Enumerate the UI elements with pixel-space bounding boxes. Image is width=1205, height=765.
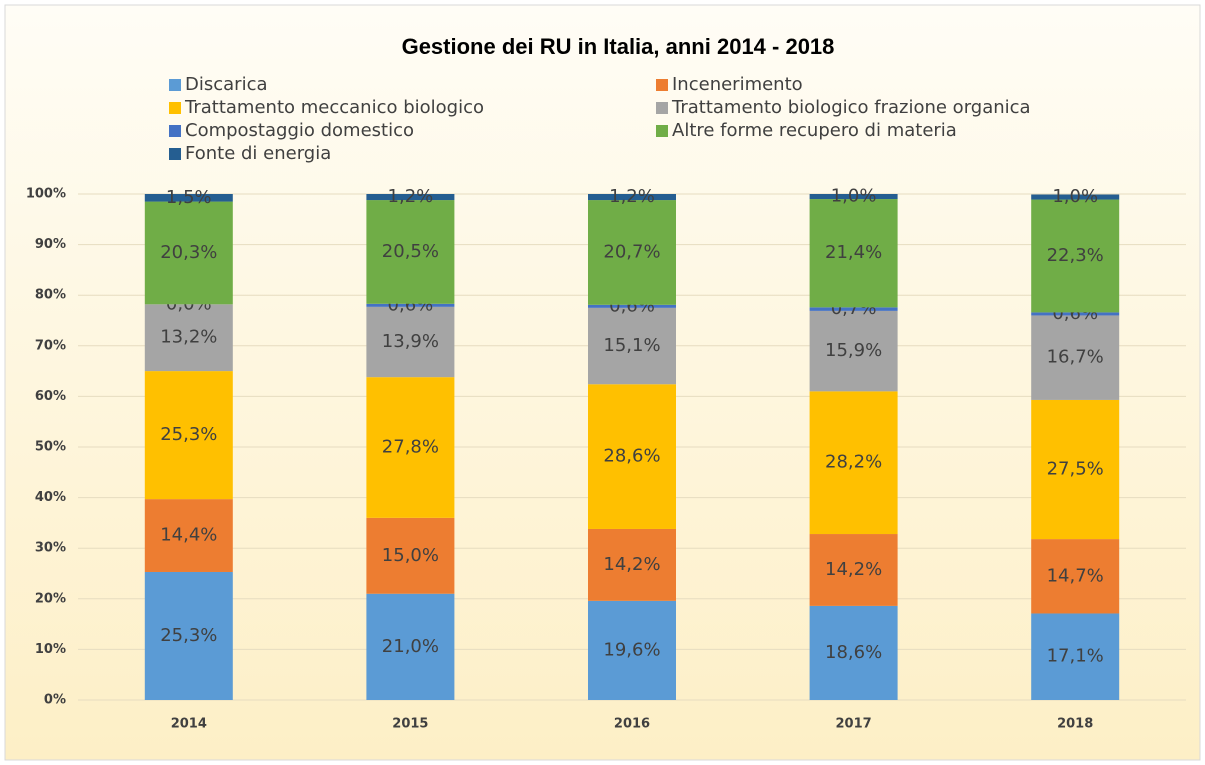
data-label: 25,3% <box>160 424 217 445</box>
bar-segment <box>1031 315 1120 400</box>
bar-segment <box>1031 399 1120 540</box>
data-label: 21,0% <box>382 636 439 657</box>
bar-segment <box>809 605 898 700</box>
bar-segment <box>588 600 676 700</box>
bar-segment <box>809 310 898 392</box>
bar-segment <box>588 304 676 308</box>
data-label: 1,2% <box>609 186 655 207</box>
y-tick-label: 50% <box>35 440 66 455</box>
y-tick-label: 10% <box>35 642 66 657</box>
data-label: 1,5% <box>166 187 212 208</box>
data-label: 14,7% <box>1047 565 1104 586</box>
data-label: 20,5% <box>382 241 439 262</box>
data-label: 15,0% <box>382 545 439 566</box>
bar-segment <box>366 306 455 378</box>
data-label: 20,3% <box>160 242 217 263</box>
data-label: 14,2% <box>825 559 882 580</box>
legend-swatch <box>169 79 181 91</box>
bar-segment <box>588 307 676 385</box>
legend-label: Trattamento biologico frazione organica <box>671 97 1031 118</box>
bar-segment <box>809 194 898 200</box>
legend-label: Compostaggio domestico <box>185 120 414 141</box>
y-tick-label: 0% <box>44 693 66 708</box>
data-label: 19,6% <box>603 639 660 660</box>
bar-segment <box>588 200 676 305</box>
x-tick-label: 2015 <box>392 717 428 732</box>
bar-segment <box>366 593 455 700</box>
bar-segment <box>366 517 455 594</box>
data-label: 15,9% <box>825 340 882 361</box>
y-tick-label: 20% <box>35 591 66 606</box>
bar-segment <box>366 377 455 518</box>
data-label: 27,5% <box>1047 459 1104 480</box>
y-tick-label: 90% <box>35 237 66 252</box>
data-label: 13,9% <box>382 331 439 352</box>
legend-swatch <box>169 148 181 160</box>
bar-segment <box>809 307 898 311</box>
bar-segment <box>1031 312 1120 316</box>
data-label: 13,2% <box>160 327 217 348</box>
data-label: 20,7% <box>603 241 660 262</box>
data-label: 28,2% <box>825 452 882 473</box>
y-tick-label: 80% <box>35 288 66 303</box>
x-tick-label: 2016 <box>614 717 650 732</box>
y-tick-label: 70% <box>35 338 66 353</box>
data-label: 14,2% <box>603 554 660 575</box>
bar-segment <box>144 371 233 500</box>
bar-segment <box>144 194 233 202</box>
bar-segment <box>588 528 676 601</box>
data-label: 14,4% <box>160 525 217 546</box>
bar-segment <box>1031 539 1120 614</box>
legend-label: Altre forme recupero di materia <box>672 120 957 141</box>
bar-segment <box>144 499 233 572</box>
bar-segment <box>1031 194 1120 200</box>
data-label: 27,8% <box>382 437 439 458</box>
bar-segment <box>809 534 898 606</box>
data-label: 18,6% <box>825 642 882 663</box>
legend-label: Incenerimento <box>672 74 803 95</box>
data-label: 21,4% <box>825 242 882 263</box>
bar-segment <box>366 194 455 201</box>
data-label: 15,1% <box>603 335 660 356</box>
data-label: 16,7% <box>1047 347 1104 368</box>
legend-label: Trattamento meccanico biologico <box>184 97 484 118</box>
x-tick-label: 2014 <box>171 717 207 732</box>
data-label: 1,0% <box>1052 186 1098 207</box>
y-tick-label: 30% <box>35 541 66 556</box>
legend-swatch <box>656 102 668 114</box>
legend-label: Fonte di energia <box>185 143 331 164</box>
chart-title: Gestione dei RU in Italia, anni 2014 - 2… <box>402 34 835 59</box>
data-label: 1,2% <box>388 186 434 207</box>
x-tick-label: 2018 <box>1057 717 1093 732</box>
bar-segment <box>588 194 676 201</box>
y-tick-label: 60% <box>35 389 66 404</box>
y-tick-label: 100% <box>26 187 66 202</box>
bar-segment <box>144 571 233 700</box>
data-label: 25,3% <box>160 625 217 646</box>
legend-swatch <box>169 102 181 114</box>
legend-swatch <box>656 79 668 91</box>
data-label: 28,6% <box>603 446 660 467</box>
data-label: 1,0% <box>831 186 877 207</box>
bar-segment <box>144 304 233 372</box>
bar-segment <box>1031 613 1120 700</box>
bar-segment <box>366 200 455 304</box>
bar-segment <box>366 303 455 307</box>
bar-segment <box>588 384 676 529</box>
bar-segment <box>144 201 233 305</box>
x-tick-label: 2017 <box>836 717 872 732</box>
bar-segment <box>809 391 898 535</box>
legend-swatch <box>656 125 668 137</box>
bar-segment <box>809 199 898 308</box>
y-tick-label: 40% <box>35 490 66 505</box>
bar-segment <box>1031 199 1120 313</box>
data-label: 17,1% <box>1047 646 1104 667</box>
legend-label: Discarica <box>185 74 268 95</box>
data-label: 22,3% <box>1047 245 1104 266</box>
legend-swatch <box>169 125 181 137</box>
